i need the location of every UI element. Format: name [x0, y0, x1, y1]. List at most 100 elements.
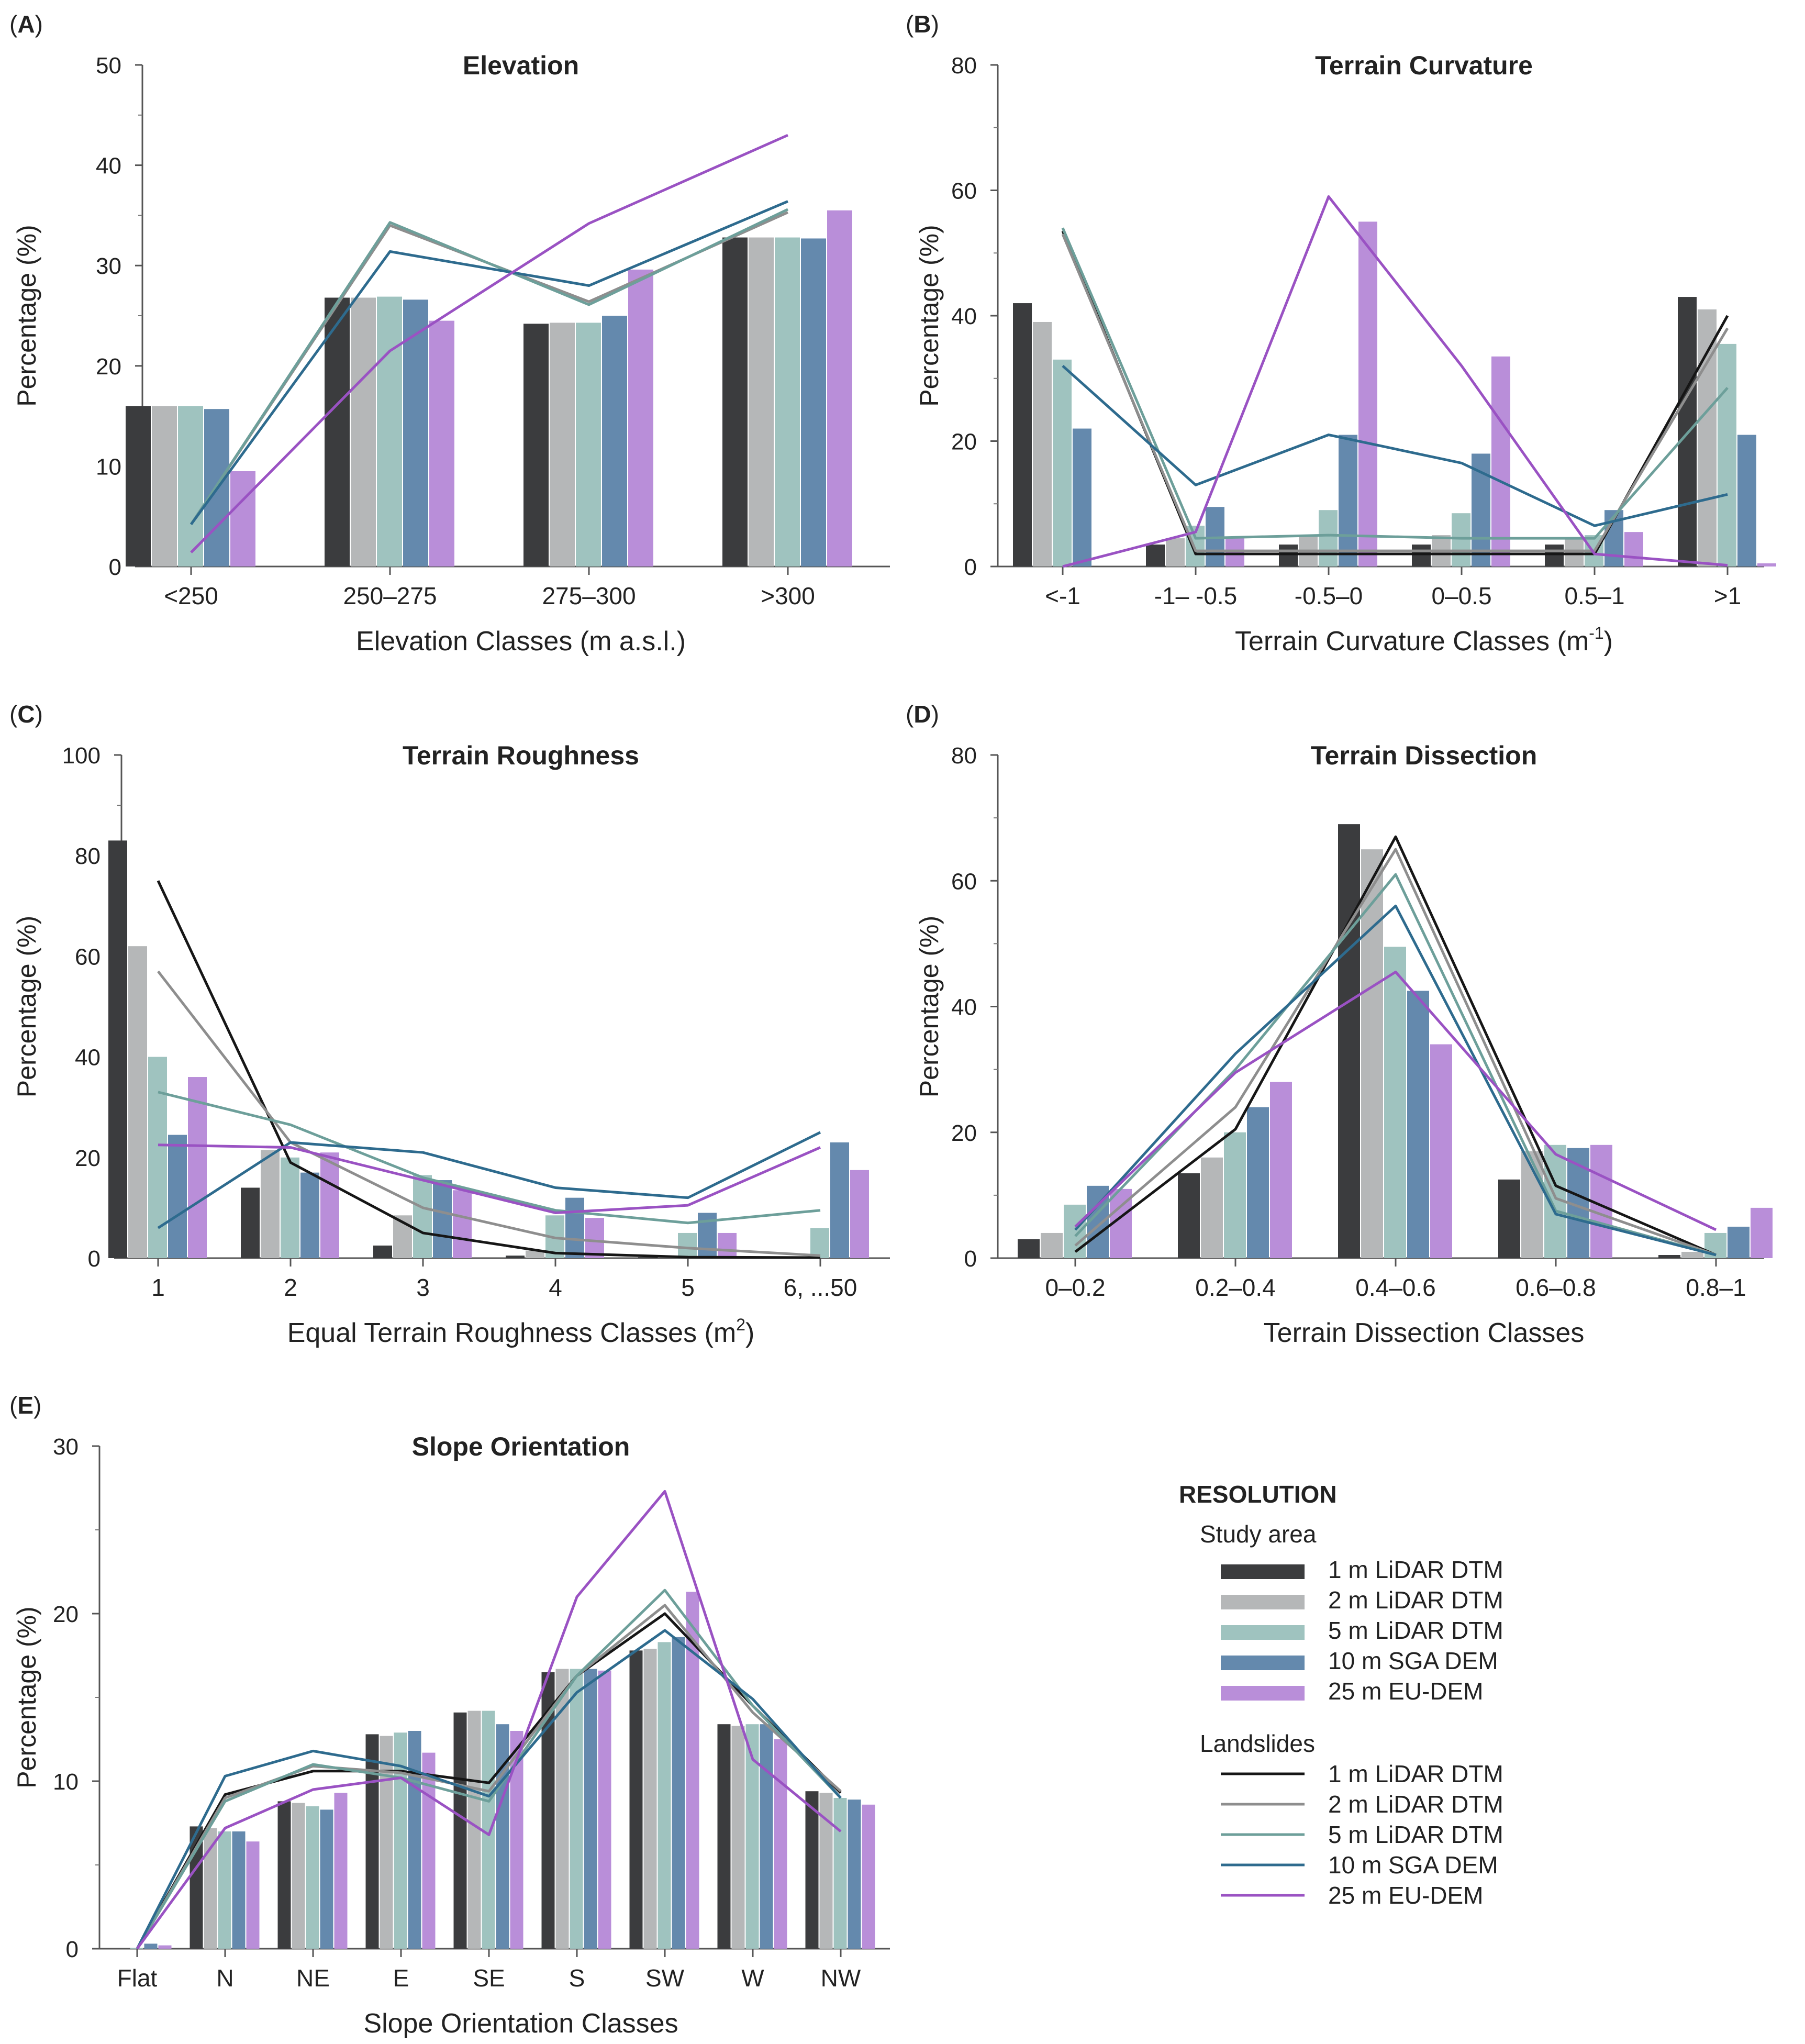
series-line: [157, 970, 821, 1257]
legend-bar-swatch: [1221, 1625, 1305, 1640]
series-line: [190, 211, 789, 525]
y-axis-label: Percentage (%): [12, 916, 41, 1097]
bar: [1319, 510, 1338, 566]
bar: [1224, 1132, 1246, 1258]
bar: [1279, 545, 1298, 566]
x-tick-label: SE: [473, 1964, 505, 1992]
x-tick-label: 250–275: [343, 582, 437, 609]
bar: [1053, 359, 1072, 566]
bar: [1498, 1179, 1520, 1258]
bar: [408, 1731, 421, 1949]
y-tick-label: 20: [951, 429, 977, 455]
bars: [1013, 221, 1776, 566]
bar: [281, 1157, 299, 1258]
panel-b: (B) Terrain Curvature 0 20 40 60 80 Percentage …: [906, 10, 1776, 657]
y-tick-label: 0: [964, 554, 977, 580]
bar: [1041, 1232, 1063, 1258]
bar: [373, 1245, 392, 1258]
bar: [232, 1831, 246, 1949]
legend-line-label: 2 m LiDAR DTM: [1328, 1791, 1503, 1818]
legend-bar-label: 1 m LiDAR DTM: [1328, 1556, 1503, 1583]
bar: [833, 1798, 847, 1949]
y-tick-label: 40: [951, 304, 977, 329]
bar: [1166, 538, 1185, 566]
panel-label: (D): [906, 701, 939, 728]
x-tick-label: S: [569, 1964, 585, 1992]
panel-a: (A) Elevation 0 10 20 30 40 50 Percentage (%) <25…: [9, 10, 890, 657]
series-line: [190, 208, 789, 525]
bar: [148, 1057, 167, 1258]
series-line: [158, 1143, 821, 1215]
panel-label-open: (: [9, 1392, 18, 1419]
y-tick-label: 30: [96, 253, 121, 279]
bar: [1491, 356, 1510, 566]
y-tick-label: 40: [96, 153, 121, 179]
panel-label-open: (: [9, 701, 18, 728]
bar: [1073, 428, 1091, 566]
x-tick-label: SW: [645, 1964, 685, 1992]
y-tick-label: 60: [75, 944, 101, 970]
bar: [1033, 321, 1052, 566]
y-axis-label: Percentage (%): [915, 916, 944, 1097]
legend-bar-label: 5 m LiDAR DTM: [1328, 1617, 1503, 1644]
panel-label-open: (: [9, 10, 18, 38]
bar: [453, 1190, 472, 1258]
bar: [1407, 991, 1429, 1258]
bar: [1384, 947, 1406, 1258]
y-tick-label: 100: [62, 743, 101, 769]
bar: [1361, 849, 1383, 1258]
x-tick-label: 5: [681, 1274, 695, 1301]
x-tick-label: 1: [151, 1274, 165, 1301]
x-tick-label: >1: [1714, 582, 1741, 609]
chart-title: Terrain Curvature: [1315, 51, 1533, 80]
bar: [241, 1187, 260, 1258]
bar: [576, 323, 601, 566]
y-axis-label: Percentage (%): [915, 225, 944, 406]
bar: [827, 210, 852, 566]
bar: [1728, 1226, 1750, 1258]
y-tick-label: 80: [75, 843, 101, 869]
legend-line-label: 25 m EU-DEM: [1328, 1882, 1483, 1909]
bar: [506, 1256, 525, 1258]
chart-title: Terrain Roughness: [403, 741, 639, 770]
bar: [1412, 545, 1431, 566]
bar: [1358, 221, 1377, 566]
bar: [351, 297, 376, 566]
bar: [678, 1232, 697, 1258]
panel-label-letter: D: [913, 701, 931, 728]
y-tick-label: 20: [75, 1146, 101, 1171]
bar: [144, 1943, 158, 1949]
x-axis-label-main: Equal Terrain Roughness Classes (m: [287, 1318, 736, 1348]
panel-label: (A): [9, 10, 43, 38]
bar: [801, 238, 826, 566]
x-axis-label: Slope Orientation Classes: [363, 2008, 678, 2039]
bar: [230, 471, 255, 566]
y-tick-label: 60: [951, 179, 977, 204]
bar: [643, 1649, 657, 1949]
panel-label-letter: A: [17, 10, 35, 38]
bar: [334, 1793, 348, 1949]
bar: [731, 1726, 745, 1949]
bar: [300, 1172, 319, 1258]
bar: [178, 406, 203, 566]
x-axis-label-main: Terrain Dissection Classes: [1264, 1318, 1585, 1348]
legend-line-label: 10 m SGA DEM: [1328, 1851, 1498, 1879]
bar: [365, 1734, 379, 1949]
bar: [1146, 545, 1165, 566]
x-tick-label: E: [393, 1964, 409, 1992]
bar: [749, 237, 774, 566]
bar: [1737, 435, 1756, 566]
bar: [638, 1257, 657, 1258]
y-tick-label: 0: [109, 554, 121, 580]
bar: [1064, 1204, 1086, 1258]
legend-bar-label: 10 m SGA DEM: [1328, 1647, 1498, 1674]
bar: [774, 1739, 787, 1949]
y-tick-label: 0: [66, 1937, 79, 1962]
x-tick-label: -0.5–0: [1295, 582, 1363, 609]
x-tick-label: -1– -0.5: [1154, 582, 1238, 609]
series-line: [1062, 195, 1728, 568]
series-line: [1074, 848, 1717, 1257]
bar: [126, 406, 151, 566]
bar: [722, 237, 748, 566]
